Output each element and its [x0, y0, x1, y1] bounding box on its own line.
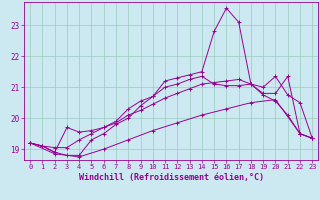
X-axis label: Windchill (Refroidissement éolien,°C): Windchill (Refroidissement éolien,°C) [79, 173, 264, 182]
